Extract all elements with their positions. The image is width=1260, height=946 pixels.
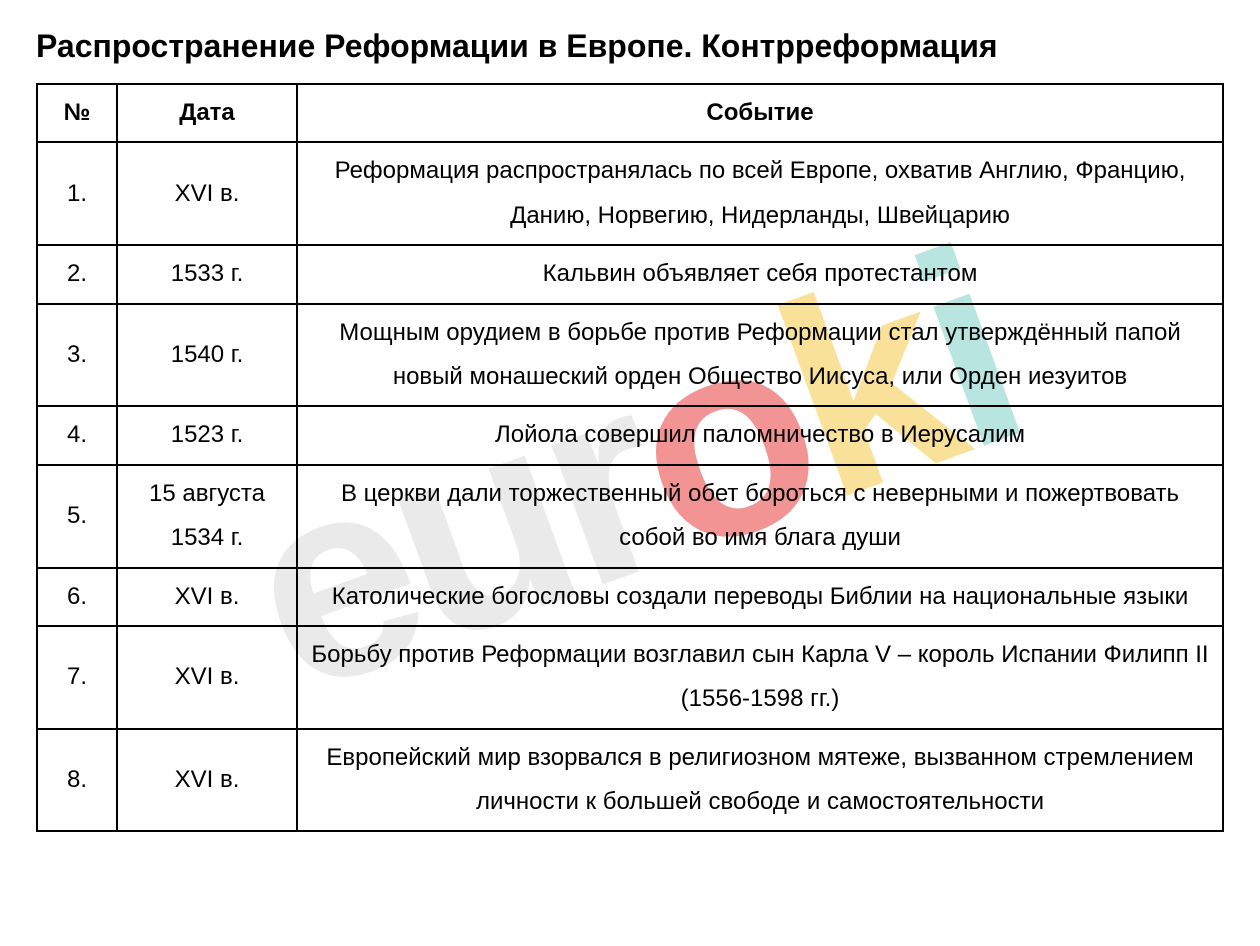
table-row: 7. XVI в. Борьбу против Реформации возгл…	[37, 626, 1223, 729]
cell-event: Реформация распространялась по всей Евро…	[297, 142, 1223, 245]
cell-date: 1523 г.	[117, 406, 297, 464]
cell-number: 5.	[37, 465, 117, 568]
cell-date: XVI в.	[117, 626, 297, 729]
cell-number: 8.	[37, 729, 117, 832]
cell-event: В церкви дали торжественный обет боротьс…	[297, 465, 1223, 568]
page-title: Распространение Реформации в Европе. Кон…	[36, 28, 1224, 65]
cell-number: 6.	[37, 568, 117, 626]
cell-event: Европейский мир взорвался в религиозном …	[297, 729, 1223, 832]
cell-number: 3.	[37, 304, 117, 407]
col-header-event: Событие	[297, 84, 1223, 142]
table-header-row: № Дата Событие	[37, 84, 1223, 142]
table-row: 4. 1523 г. Лойола совершил паломничество…	[37, 406, 1223, 464]
table-row: 3. 1540 г. Мощным орудием в борьбе проти…	[37, 304, 1223, 407]
cell-event: Мощным орудием в борьбе против Реформаци…	[297, 304, 1223, 407]
cell-event: Кальвин объявляет себя протестантом	[297, 245, 1223, 303]
table-row: 5. 15 августа 1534 г. В церкви дали торж…	[37, 465, 1223, 568]
events-table: № Дата Событие 1. XVI в. Реформация расп…	[36, 83, 1224, 832]
cell-date: 15 августа 1534 г.	[117, 465, 297, 568]
col-header-number: №	[37, 84, 117, 142]
cell-date: XVI в.	[117, 568, 297, 626]
cell-date: XVI в.	[117, 729, 297, 832]
document-content: Распространение Реформации в Европе. Кон…	[0, 0, 1260, 860]
cell-number: 2.	[37, 245, 117, 303]
cell-date: XVI в.	[117, 142, 297, 245]
cell-number: 1.	[37, 142, 117, 245]
cell-number: 4.	[37, 406, 117, 464]
cell-event: Лойола совершил паломничество в Иерусали…	[297, 406, 1223, 464]
col-header-date: Дата	[117, 84, 297, 142]
cell-event: Борьбу против Реформации возглавил сын К…	[297, 626, 1223, 729]
cell-date: 1540 г.	[117, 304, 297, 407]
table-body: 1. XVI в. Реформация распространялась по…	[37, 142, 1223, 831]
table-row: 2. 1533 г. Кальвин объявляет себя протес…	[37, 245, 1223, 303]
cell-date: 1533 г.	[117, 245, 297, 303]
cell-event: Католические богословы создали переводы …	[297, 568, 1223, 626]
table-row: 6. XVI в. Католические богословы создали…	[37, 568, 1223, 626]
table-row: 1. XVI в. Реформация распространялась по…	[37, 142, 1223, 245]
cell-number: 7.	[37, 626, 117, 729]
table-row: 8. XVI в. Европейский мир взорвался в ре…	[37, 729, 1223, 832]
